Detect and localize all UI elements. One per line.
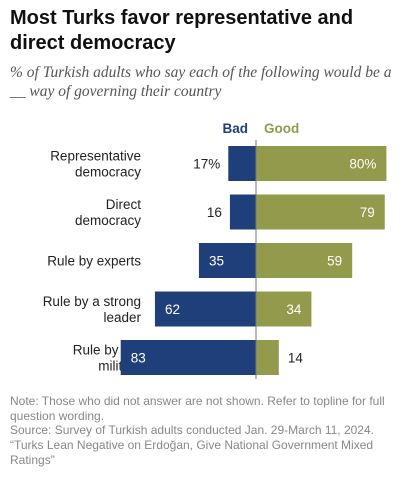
- legend-good: Good: [264, 121, 299, 136]
- value-label-good: 59: [327, 254, 342, 269]
- bar-bad: [120, 340, 257, 375]
- category-label: Direct democracy: [75, 197, 141, 228]
- category-label: Rule by a strong leader: [43, 294, 142, 325]
- value-label-bad: 17%: [193, 157, 220, 172]
- value-label-bad: 16: [207, 205, 222, 220]
- value-label-good: 79: [360, 205, 375, 220]
- value-label-bad: 83: [131, 351, 146, 366]
- value-label-good: 34: [286, 302, 302, 317]
- chart-subtitle: % of Turkish adults who say each of the …: [10, 64, 392, 100]
- category-label: Representative democracy: [50, 149, 141, 180]
- chart-notes: Note: Those who did not answer are not s…: [10, 394, 395, 468]
- bar-bad: [154, 291, 256, 327]
- value-label-bad: 35: [209, 254, 224, 269]
- legend-bad: Bad: [222, 121, 248, 136]
- bar-bad: [229, 194, 256, 230]
- bar-bad: [198, 243, 256, 278]
- diverging-bar-chart: Bad Good Representative democracy 17% 80% Dire…: [43, 121, 387, 379]
- value-label-good: 80%: [349, 157, 376, 172]
- bar-bad: [228, 146, 256, 181]
- value-label-good: 14: [288, 351, 304, 366]
- value-label-bad: 62: [165, 302, 180, 317]
- bar-good: [256, 291, 312, 327]
- bar-good: [256, 194, 385, 230]
- bar-good: [256, 243, 353, 278]
- category-label: Rule by experts: [47, 254, 141, 269]
- chart-title: Most Turks favor representative and dire…: [10, 7, 354, 54]
- bar-good: [256, 340, 279, 375]
- note-text: Note: Those who did not answer are not s…: [10, 394, 385, 423]
- report-title: “Turks Lean Negative on Erdoğan, Give Na…: [10, 438, 374, 467]
- bar-good: [256, 146, 387, 181]
- source-text: Source: Survey of Turkish adults conduct…: [10, 423, 374, 438]
